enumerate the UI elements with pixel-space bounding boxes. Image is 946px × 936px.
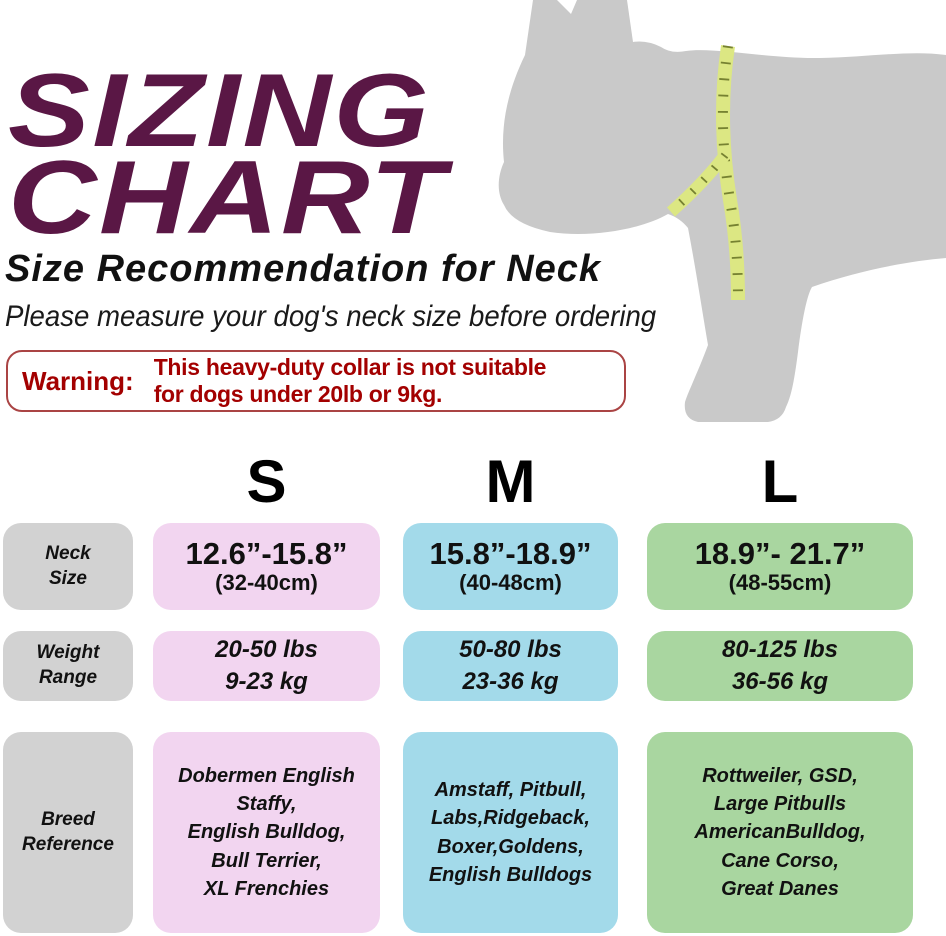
- cell-weight-range-l: 80-125 lbs 36-56 kg: [647, 631, 913, 701]
- weight-range-m-text: 50-80 lbs 23-36 kg: [459, 635, 562, 695]
- cell-breed-reference-l: Rottweiler, GSD, Large Pitbulls American…: [647, 732, 913, 933]
- warning-label: Warning:: [22, 365, 134, 396]
- column-header-s: S: [246, 447, 287, 515]
- column-header-l: L: [761, 447, 799, 515]
- measuring-tape-branch: [666, 151, 730, 217]
- cell-weight-range-s: 20-50 lbs 9-23 kg: [153, 631, 380, 701]
- cell-neck-size-m: 15.8”-18.9” (40-48cm): [403, 523, 618, 610]
- row-label-neck-size: Neck Size: [3, 523, 133, 610]
- breed-reference-s-text: Dobermen English Staffy, English Bulldog…: [178, 764, 355, 901]
- page-title: SIZING CHART: [8, 53, 448, 257]
- breed-reference-label-text: Breed Reference: [22, 808, 114, 855]
- warning-box: Warning: This heavy-duty collar is not s…: [6, 350, 626, 412]
- dog-silhouette-svg: [498, 0, 946, 422]
- neck-size-l-inches: 18.9”- 21.7”: [694, 536, 866, 572]
- cell-weight-range-m: 50-80 lbs 23-36 kg: [403, 631, 618, 701]
- cell-neck-size-l: 18.9”- 21.7” (48-55cm): [647, 523, 913, 610]
- breed-reference-l-text: Rottweiler, GSD, Large Pitbulls American…: [694, 764, 866, 901]
- breed-reference-m-text: Amstaff, Pitbull, Labs,Ridgeback, Boxer,…: [428, 778, 593, 886]
- page-subtitle: Size Recommendation for Neck: [5, 248, 602, 290]
- neck-size-m-cm: (40-48cm): [459, 569, 562, 595]
- cell-breed-reference-s: Dobermen English Staffy, English Bulldog…: [153, 732, 380, 933]
- measuring-tape-main: [715, 44, 745, 301]
- cell-neck-size-s: 12.6”-15.8” (32-40cm): [153, 523, 380, 610]
- weight-range-l-text: 80-125 lbs 36-56 kg: [721, 635, 839, 695]
- measure-note: Please measure your dog's neck size befo…: [5, 300, 657, 333]
- row-label-breed-reference: Breed Reference: [3, 732, 133, 933]
- weight-range-s-text: 20-50 lbs 9-23 kg: [215, 635, 318, 695]
- neck-size-s-cm: (32-40cm): [215, 569, 318, 595]
- dog-silhouette: [498, 0, 946, 422]
- neck-size-m-inches: 15.8”-18.9”: [429, 536, 592, 572]
- cell-breed-reference-m: Amstaff, Pitbull, Labs,Ridgeback, Boxer,…: [403, 732, 618, 933]
- neck-size-s-inches: 12.6”-15.8”: [185, 536, 348, 572]
- warning-text: This heavy-duty collar is not suitable f…: [153, 354, 547, 407]
- column-header-m: M: [485, 447, 536, 515]
- dog-illustration: [440, 0, 946, 450]
- neck-size-l-cm: (48-55cm): [728, 569, 832, 595]
- row-label-weight-range: Weight Range: [3, 631, 133, 701]
- weight-range-label-text: Weight Range: [36, 642, 100, 688]
- neck-size-label-text: Neck Size: [45, 542, 91, 589]
